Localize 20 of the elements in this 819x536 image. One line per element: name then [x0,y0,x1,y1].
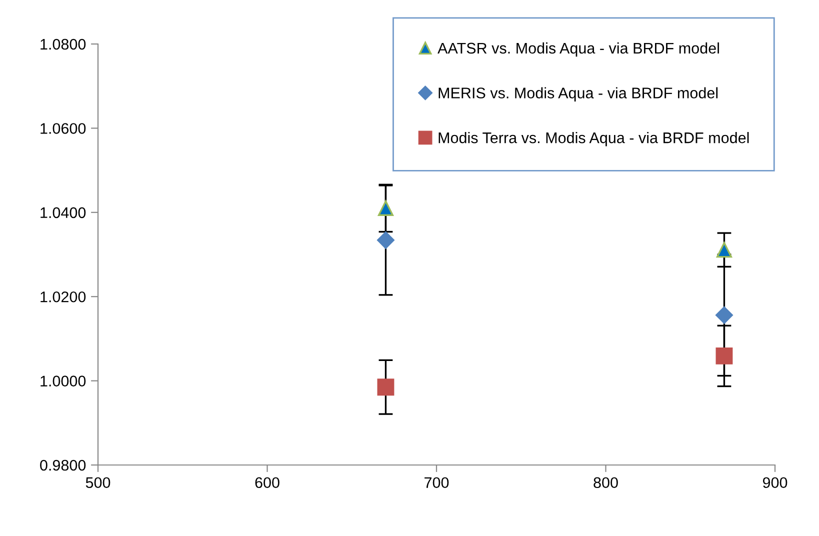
point [716,306,733,324]
point [377,378,394,396]
y-tick-label: 1.0600 [40,123,86,134]
y-tick-label: 0.9800 [40,460,86,471]
x-tick-label: 600 [255,477,280,488]
y-tick-label: 1.0000 [40,376,86,386]
legend-label: AATSR vs. Modis Aqua - via BRDF model [438,42,719,57]
point [716,242,732,258]
point [377,231,394,249]
x-tick-label: 500 [86,477,110,488]
y-tick-label: 1.0200 [40,291,86,302]
y-tick-label: 1.0800 [40,38,86,50]
x-tick-label: 900 [762,477,788,488]
legend-label: MERIS vs. Modis Aqua - via BRDF model [438,87,718,102]
x-tick-label: 800 [594,477,618,488]
point [716,347,733,364]
legend-label: Modis Terra vs. Modis Aqua - via BRDF model [438,132,749,146]
point [378,200,394,216]
y-tick-label: 1.0400 [40,207,86,218]
x-tick-label: 700 [424,477,449,488]
